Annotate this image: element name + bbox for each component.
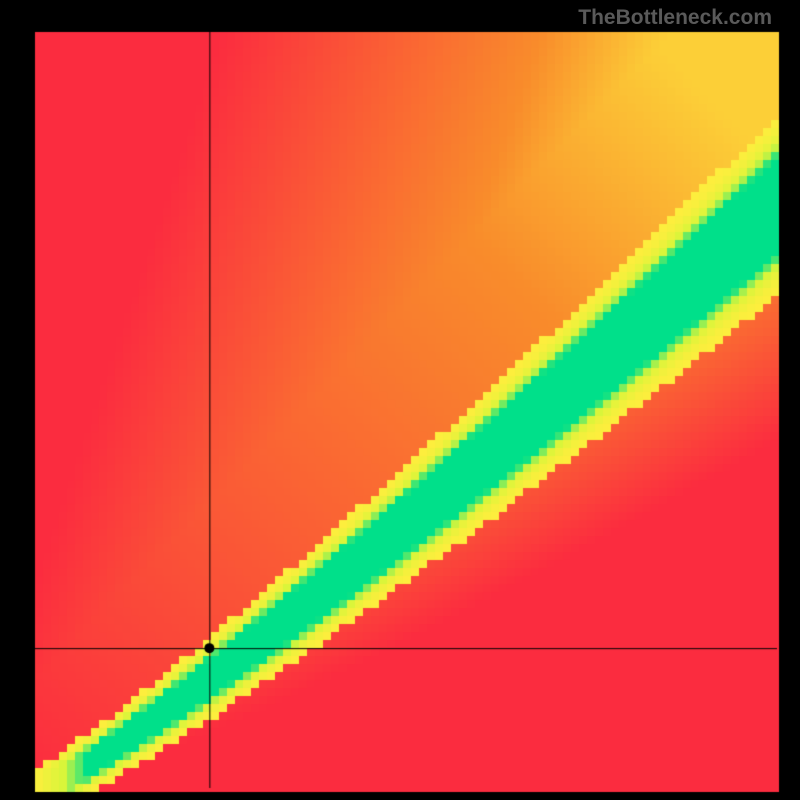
bottleneck-heatmap <box>0 0 800 800</box>
chart-container: TheBottleneck.com <box>0 0 800 800</box>
watermark-text: TheBottleneck.com <box>578 6 772 30</box>
